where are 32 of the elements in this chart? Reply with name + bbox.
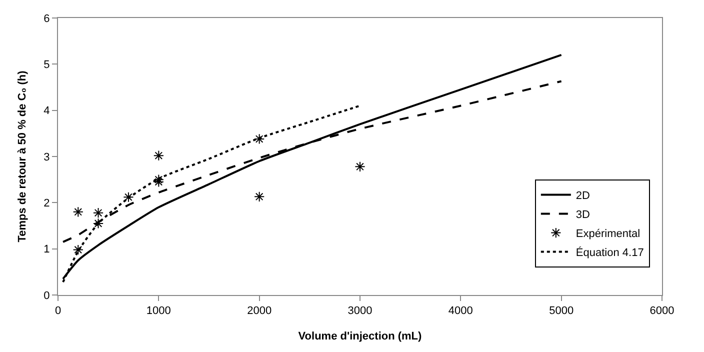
y-tick-label: 1 <box>44 244 50 256</box>
x-tick-label: 6000 <box>650 305 674 318</box>
legend-label: Équation 4.17 <box>576 246 644 260</box>
point <box>72 206 84 218</box>
y-tick-label: 6 <box>44 12 50 25</box>
y-axis-title: Temps de retour à 50 % de C₀ (h) <box>16 70 28 242</box>
point <box>72 244 84 256</box>
point <box>254 134 265 144</box>
y-tick-label: 0 <box>44 290 50 302</box>
point <box>153 174 164 185</box>
point <box>254 191 265 202</box>
legend-label: 2D <box>576 190 590 202</box>
point <box>153 150 164 161</box>
point <box>123 192 134 202</box>
y-tick-label: 2 <box>44 198 50 210</box>
point <box>153 176 164 188</box>
x-tick-label: 2000 <box>247 305 272 318</box>
x-tick-label: 3000 <box>348 305 372 318</box>
legend-label: 3D <box>576 209 590 222</box>
point <box>92 218 104 229</box>
point <box>92 208 104 218</box>
point <box>354 161 366 172</box>
legend-label: Expérimental <box>576 228 640 240</box>
line-series <box>62 54 562 280</box>
x-tick-label: 1000 <box>146 305 171 318</box>
y-tick-label: 4 <box>44 105 50 118</box>
x-tick-label: 5000 <box>549 305 574 318</box>
y-tick-label: 3 <box>44 151 50 164</box>
x-tick-label: 0 <box>54 305 62 318</box>
x-tick-label: 4000 <box>448 305 473 318</box>
y-tick-label: 5 <box>44 59 50 72</box>
x-axis-title: Volume d'injection (mL) <box>298 330 422 342</box>
